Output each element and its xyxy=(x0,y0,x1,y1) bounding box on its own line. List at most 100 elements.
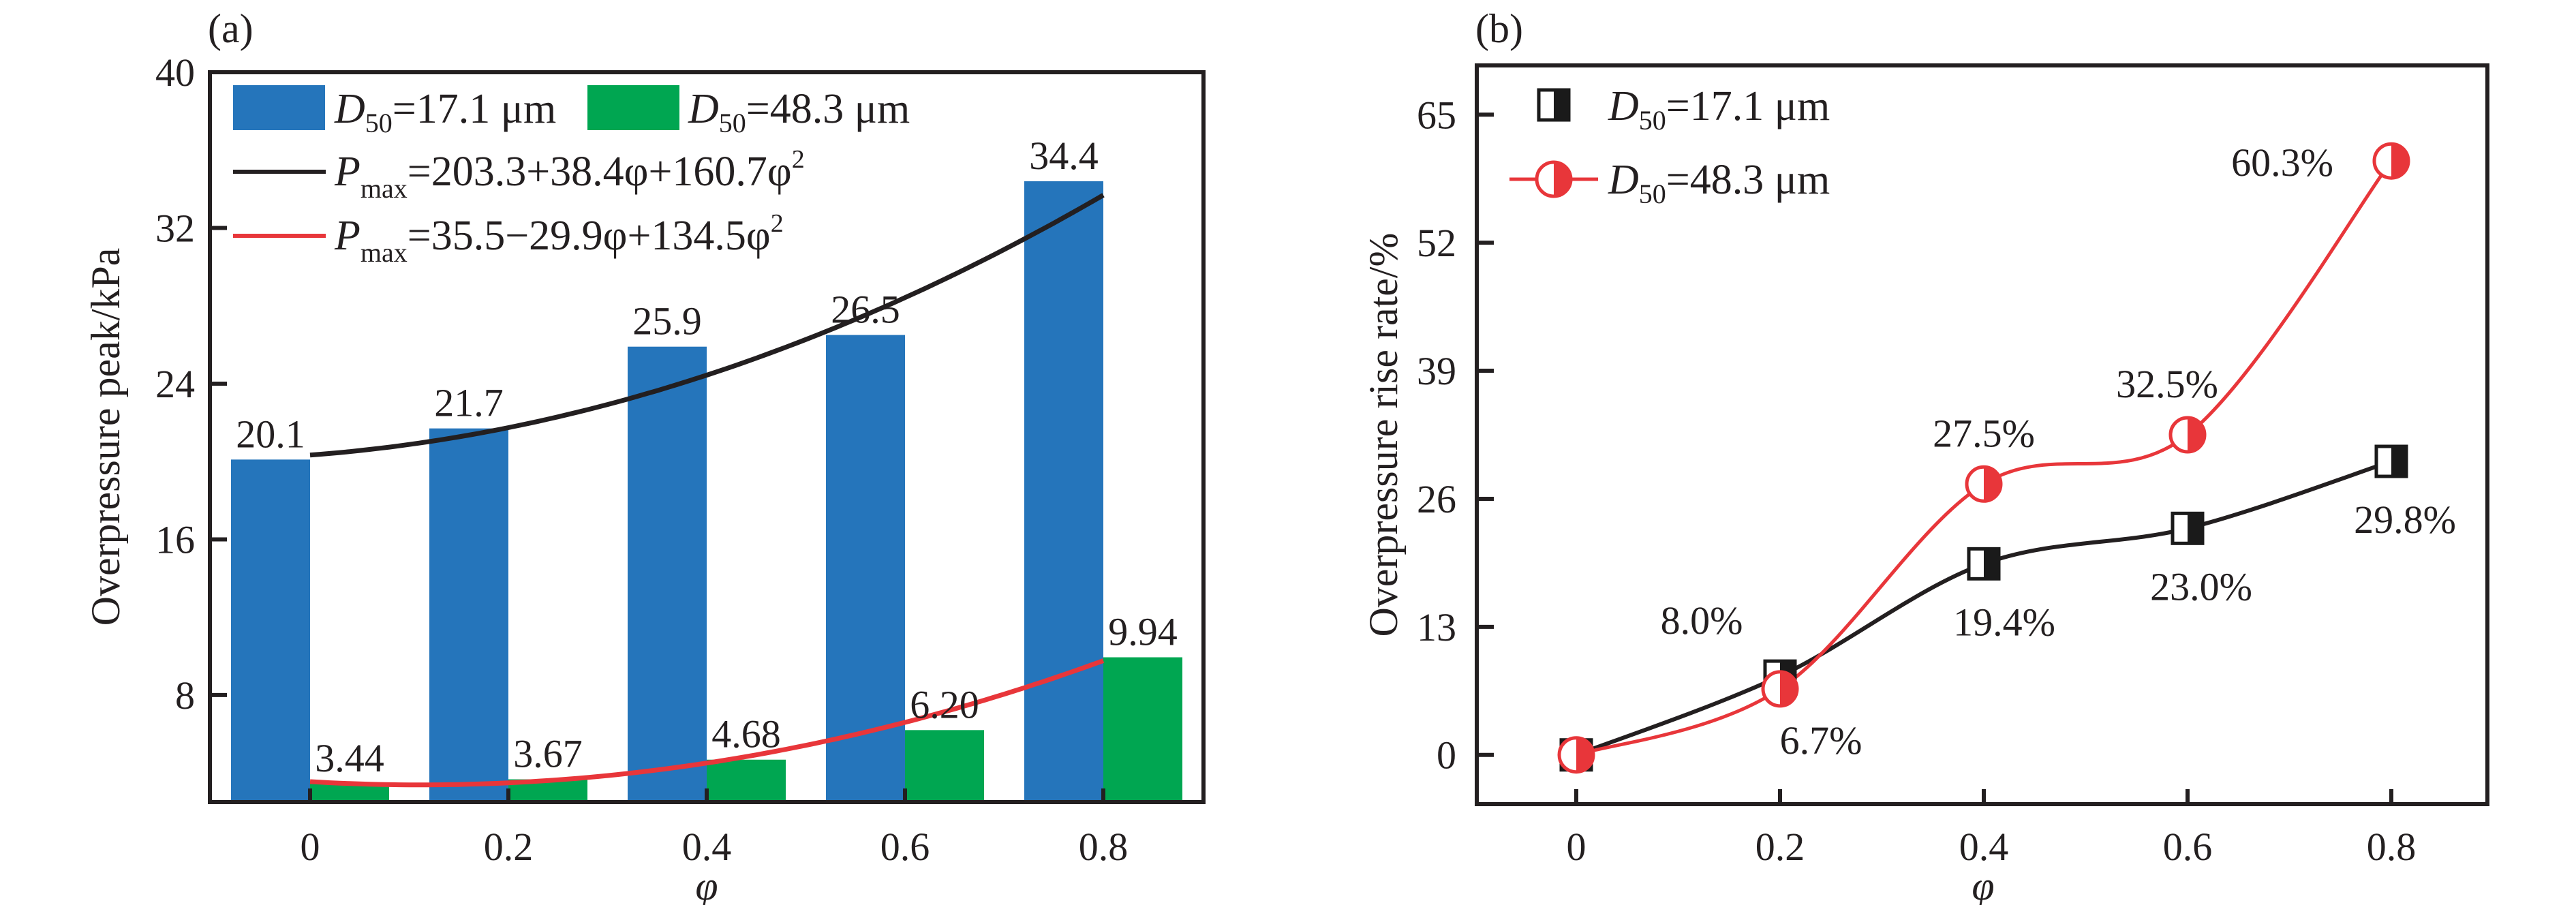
y-tick-label: 16 xyxy=(155,517,195,562)
legend-label: D50=17.1 μm xyxy=(1608,83,1830,136)
point-value-label: 29.8% xyxy=(2354,497,2456,542)
data-point-square xyxy=(2171,511,2205,545)
legend-square xyxy=(1537,88,1571,122)
data-point-circle xyxy=(1557,736,1595,774)
bar-d50-17-1 xyxy=(628,346,707,802)
bar-value-label: 3.44 xyxy=(315,736,384,780)
fit-curves xyxy=(309,193,1105,788)
y-tick-label: 8 xyxy=(175,673,195,718)
x-axis-ticks: 0 0.2 0.4 0.6 0.8 xyxy=(301,788,1129,869)
bar-value-label: 9.94 xyxy=(1108,610,1178,654)
data-point-circle xyxy=(1761,670,1799,708)
x-axis-ticks: 0 0.2 0.4 0.6 0.8 xyxy=(1567,789,2417,869)
y-axis-ticks: 0 13 26 39 52 65 xyxy=(1417,93,1494,778)
point-value-label: 8.0% xyxy=(1661,598,1743,643)
x-tick-label: 0.8 xyxy=(2367,825,2417,869)
y-tick-label: 40 xyxy=(155,50,195,95)
legend-label: Pmax=35.5−29.9φ+134.5φ2 xyxy=(334,209,784,268)
bar-value-label: 6.20 xyxy=(910,682,979,726)
bar-d50-17-1 xyxy=(1024,181,1103,802)
x-tick-label: 0.2 xyxy=(1755,825,1805,869)
series-markers xyxy=(1557,142,2410,774)
bar-value-label: 20.1 xyxy=(236,412,305,456)
fit-curve-black xyxy=(309,193,1105,458)
bar-value-label: 4.68 xyxy=(711,712,781,756)
point-value-label: 6.7% xyxy=(1780,718,1862,763)
series-lines xyxy=(1575,159,2393,757)
legend-swatch-blue xyxy=(233,85,325,130)
legend-label: Pmax=203.3+38.4φ+160.7φ2 xyxy=(334,145,805,204)
y-axis-ticks: 8 16 24 32 40 xyxy=(155,50,227,718)
y-tick-label: 0 xyxy=(1437,733,1456,778)
x-tick-label: 0.4 xyxy=(1959,825,2009,869)
point-value-label: 27.5% xyxy=(1933,411,2035,455)
marker-fill xyxy=(2391,144,2408,179)
y-tick-label: 39 xyxy=(1417,349,1456,393)
legend-item-fit-red: Pmax=35.5−29.9φ+134.5φ2 xyxy=(233,209,784,268)
x-tick-label: 0.8 xyxy=(1079,825,1129,869)
y-tick-label: 65 xyxy=(1417,93,1456,137)
y-axis-label: Overpressure peak/kPa xyxy=(83,248,128,626)
bar-value-label: 21.7 xyxy=(434,381,504,425)
panel-b-label: (b) xyxy=(1475,6,1523,51)
point-value-label: 23.0% xyxy=(2150,564,2252,609)
marker-fill xyxy=(1984,549,1999,579)
bar-d50-48-3 xyxy=(1103,657,1182,802)
legend-item-d50-17-1: D50=17.1 μm xyxy=(233,85,556,138)
point-value-label: 19.4% xyxy=(1953,600,2055,644)
point-value-label: 32.5% xyxy=(2116,362,2218,406)
fit-curve-red xyxy=(309,658,1105,788)
legend: D50=17.1 μm D50=48.3 μm Pmax=203.3+38.4φ… xyxy=(233,85,910,268)
legend-swatch-green xyxy=(587,85,679,130)
marker-fill xyxy=(1554,162,1571,196)
bar-d50-48-3 xyxy=(707,759,786,802)
bar-value-label: 26.5 xyxy=(831,288,900,332)
data-point-square xyxy=(1967,547,2001,581)
bar-d50-17-1 xyxy=(231,459,310,802)
point-value-labels: 8.0% 19.4% 23.0% 29.8% 6.7% 27.5% 32.5% 60.3% xyxy=(1661,140,2456,763)
marker-fill xyxy=(1984,467,2001,502)
x-tick-label: 0 xyxy=(1567,825,1586,869)
data-point-square xyxy=(2374,444,2408,478)
y-tick-label: 26 xyxy=(1417,477,1456,521)
panel-a-label: (a) xyxy=(208,6,254,51)
x-tick-label: 0.6 xyxy=(880,825,930,869)
y-tick-label: 32 xyxy=(155,206,195,250)
legend-circle xyxy=(1535,160,1573,198)
legend-item-d50-48-3: D50=48.3 μm xyxy=(587,85,910,138)
legend-item-fit-black: Pmax=203.3+38.4φ+160.7φ2 xyxy=(233,145,805,204)
x-axis-label: φ xyxy=(1972,863,1994,905)
legend-marker-half-filled-square xyxy=(1537,88,1571,122)
marker-fill xyxy=(1576,737,1593,772)
bar-d50-48-3 xyxy=(905,730,984,802)
x-axis-label: φ xyxy=(695,863,718,905)
marker-fill xyxy=(2188,418,2205,452)
y-axis-label: Overpressure rise rate/% xyxy=(1361,232,1406,636)
legend-item-d50-17-1: D50=17.1 μm xyxy=(1537,83,1830,136)
legend: D50=17.1 μm D50=48.3 μm xyxy=(1509,83,1830,209)
legend-marker-half-filled-circle xyxy=(1509,160,1598,198)
point-value-label: 60.3% xyxy=(2231,140,2333,185)
x-tick-label: 0 xyxy=(301,825,320,869)
data-point-circle xyxy=(2372,142,2410,180)
legend-label: D50=48.3 μm xyxy=(688,86,910,138)
legend-label: D50=17.1 μm xyxy=(334,86,556,138)
bar-value-label: 34.4 xyxy=(1029,134,1099,178)
marker-fill xyxy=(2188,513,2203,544)
data-point-circle xyxy=(2168,416,2207,454)
bar-value-label: 3.67 xyxy=(513,732,583,776)
marker-fill xyxy=(1554,90,1569,120)
bars xyxy=(231,181,1182,802)
bar-d50-17-1 xyxy=(429,428,508,802)
bar-d50-48-3 xyxy=(310,784,389,802)
legend-label: D50=48.3 μm xyxy=(1608,157,1830,209)
bar-value-label: 25.9 xyxy=(632,299,702,343)
panel-b-line-chart: (b) 0 13 26 39 52 65 0 0.2 0.4 0.6 0.8 8.0% 19.4% 2… xyxy=(1361,6,2489,905)
series-line-d50-48-3 xyxy=(1576,159,2393,757)
y-tick-label: 24 xyxy=(155,362,195,406)
panel-a-bar-chart: (a) 20.1 3.44 21.7 3.67 25.9 4.68 26.5 6.20 34.4… xyxy=(83,6,1206,905)
bar-value-labels: 20.1 3.44 21.7 3.67 25.9 4.68 26.5 6.20 34.4 9.94 xyxy=(236,134,1178,780)
y-tick-label: 13 xyxy=(1417,605,1456,649)
data-point-circle xyxy=(1965,465,2003,503)
